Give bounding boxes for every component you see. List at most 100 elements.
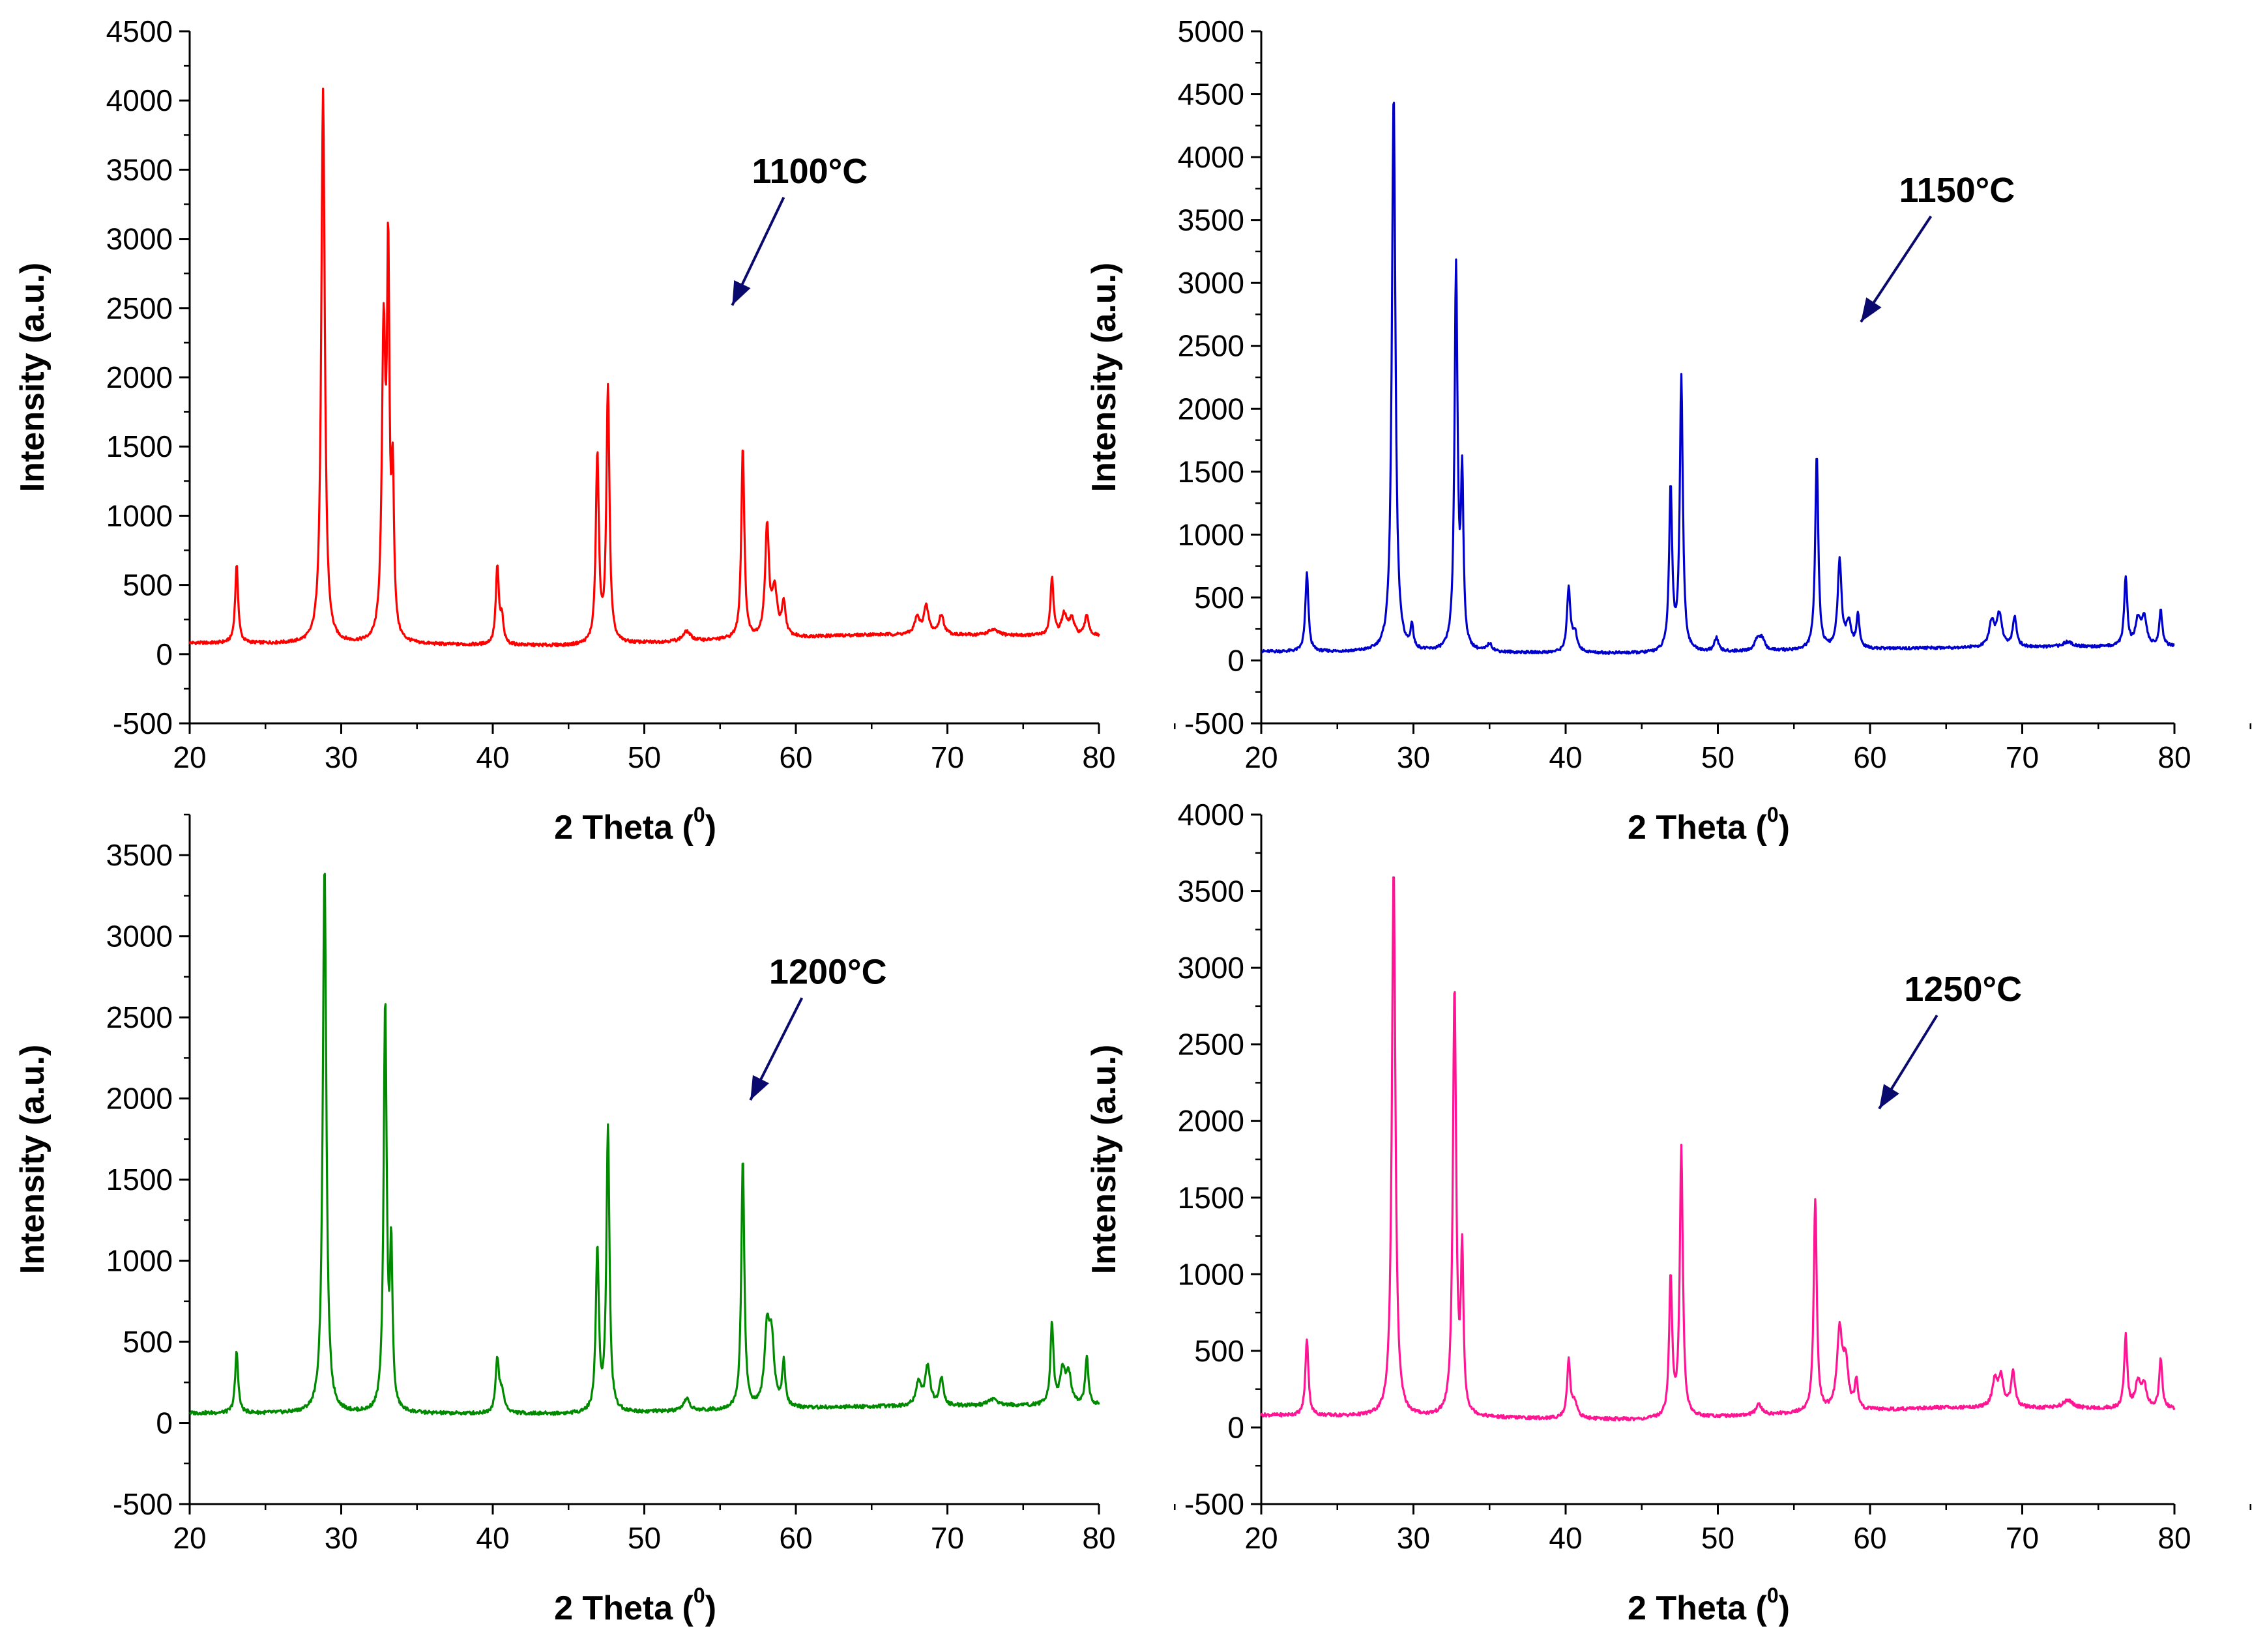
y-tick-label: 2500: [106, 1000, 173, 1034]
y-tick-label: 500: [123, 1325, 173, 1359]
y-axis-title: Intensity (a.u.): [1085, 1045, 1123, 1274]
x-axis-title: 2 Theta (0): [554, 1584, 716, 1627]
xrd-pattern-line: [1261, 102, 2175, 656]
y-tick-label: 1000: [106, 1244, 173, 1278]
y-tick-label: 1000: [106, 499, 173, 532]
x-axis-title-main: 2 Theta (: [554, 809, 694, 847]
y-tick-label: 2000: [1178, 1104, 1244, 1138]
y-tick-label: 1000: [1178, 1257, 1244, 1291]
y-tick-label: 1000: [1178, 517, 1244, 551]
x-tick-label: 70: [2006, 740, 2039, 774]
x-axis-title-close: ): [705, 1589, 716, 1627]
x-axis-title-close: ): [1779, 1589, 1790, 1627]
x-tick-label: 50: [1701, 740, 1734, 774]
x-tick-label: 60: [1853, 1521, 1886, 1555]
x-axis-title: 2 Theta (0): [1628, 803, 1790, 847]
xrd-panel-2: -500050010001500200025003000350040004500…: [1085, 14, 2251, 847]
y-tick-label: 0: [156, 1406, 173, 1440]
y-tick-label: 2500: [1178, 1028, 1244, 1062]
x-tick-label: 80: [2157, 1521, 2191, 1555]
y-axis-title: Intensity (a.u.): [14, 1045, 51, 1274]
y-tick-label: 500: [1194, 1334, 1244, 1368]
y-tick-label: 4500: [1178, 78, 1244, 111]
x-tick-label: 80: [1082, 1521, 1115, 1555]
x-tick-label: 60: [1853, 740, 1886, 774]
x-axis-title: 2 Theta (0): [1628, 1584, 1790, 1627]
xrd-pattern-line: [188, 873, 1100, 1416]
x-tick-label: 60: [779, 1521, 812, 1555]
x-axis-title-close: ): [1779, 809, 1790, 847]
y-tick-label: 500: [1194, 581, 1244, 615]
y-tick-label: 1500: [1178, 1181, 1244, 1215]
y-tick-label: 3000: [1178, 266, 1244, 300]
x-tick-label: 50: [628, 1521, 661, 1555]
x-tick-label: 70: [931, 740, 964, 774]
annotation-arrow-head: [1860, 297, 1882, 323]
x-axis-title-main: 2 Theta (: [554, 1589, 694, 1627]
x-axis-title-main: 2 Theta (: [1628, 809, 1767, 847]
y-tick-label: 4500: [106, 14, 173, 48]
y-tick-label: 3000: [106, 920, 173, 953]
y-tick-label: 3500: [1178, 203, 1244, 237]
xrd-pattern-line: [188, 87, 1100, 648]
y-tick-label: 2000: [106, 1082, 173, 1116]
y-tick-label: -500: [1184, 706, 1244, 740]
y-tick-label: 2000: [1178, 392, 1244, 426]
x-tick-label: 20: [1244, 740, 1278, 774]
y-tick-label: -500: [1184, 1487, 1244, 1521]
x-tick-label: 50: [628, 740, 661, 774]
x-axis-title-superscript: 0: [1767, 803, 1779, 826]
y-tick-label: 1500: [1178, 455, 1244, 489]
y-tick-label: 0: [1227, 1410, 1244, 1444]
x-axis-title-superscript: 0: [1767, 1584, 1779, 1607]
x-tick-label: 50: [1701, 1521, 1734, 1555]
annotation-arrow-head: [732, 280, 751, 306]
x-axis-title: 2 Theta (0): [554, 803, 716, 847]
y-tick-label: 0: [156, 637, 173, 671]
x-tick-label: 20: [173, 1521, 206, 1555]
y-tick-label: 4000: [106, 83, 173, 117]
y-tick-label: 3500: [106, 838, 173, 872]
y-tick-label: -500: [113, 706, 173, 740]
x-tick-label: 80: [2157, 740, 2191, 774]
x-tick-label: 20: [173, 740, 206, 774]
y-tick-label: 3500: [1178, 875, 1244, 908]
x-tick-label: 80: [1082, 740, 1115, 774]
y-axis-title: Intensity (a.u.): [1085, 263, 1123, 492]
x-tick-label: 70: [2006, 1521, 2039, 1555]
x-axis-title-superscript: 0: [694, 803, 705, 826]
y-axis-title: Intensity (a.u.): [14, 263, 51, 492]
x-tick-label: 30: [325, 740, 358, 774]
y-tick-label: 0: [1227, 643, 1244, 677]
temperature-annotation: 1250°C: [1904, 970, 2022, 1009]
y-tick-label: 4000: [1178, 798, 1244, 832]
x-tick-label: 30: [1397, 740, 1430, 774]
x-tick-label: 60: [779, 740, 812, 774]
temperature-annotation: 1150°C: [1899, 171, 2015, 210]
y-tick-label: 5000: [1178, 14, 1244, 48]
y-tick-label: 2500: [1178, 329, 1244, 363]
y-tick-label: 3000: [106, 222, 173, 256]
y-tick-label: 2000: [106, 360, 173, 394]
x-axis-title-close: ): [705, 809, 716, 847]
xrd-panel-1: -500050010001500200025003000350040004500…: [14, 14, 1176, 847]
x-tick-label: 40: [476, 1521, 509, 1555]
x-tick-label: 40: [1549, 1521, 1582, 1555]
temperature-annotation: 1200°C: [769, 952, 887, 991]
y-tick-label: 2500: [106, 291, 173, 325]
y-tick-label: 1500: [106, 429, 173, 463]
x-tick-label: 30: [1397, 1521, 1430, 1555]
x-axis-title-superscript: 0: [694, 1584, 705, 1607]
xrd-pattern-line: [1260, 876, 2176, 1422]
x-axis-title-main: 2 Theta (: [1628, 1589, 1767, 1627]
y-tick-label: 4000: [1178, 140, 1244, 174]
x-tick-label: 70: [931, 1521, 964, 1555]
x-tick-label: 40: [1549, 740, 1582, 774]
x-tick-label: 30: [325, 1521, 358, 1555]
y-tick-label: 1500: [106, 1163, 173, 1196]
x-tick-label: 40: [476, 740, 509, 774]
